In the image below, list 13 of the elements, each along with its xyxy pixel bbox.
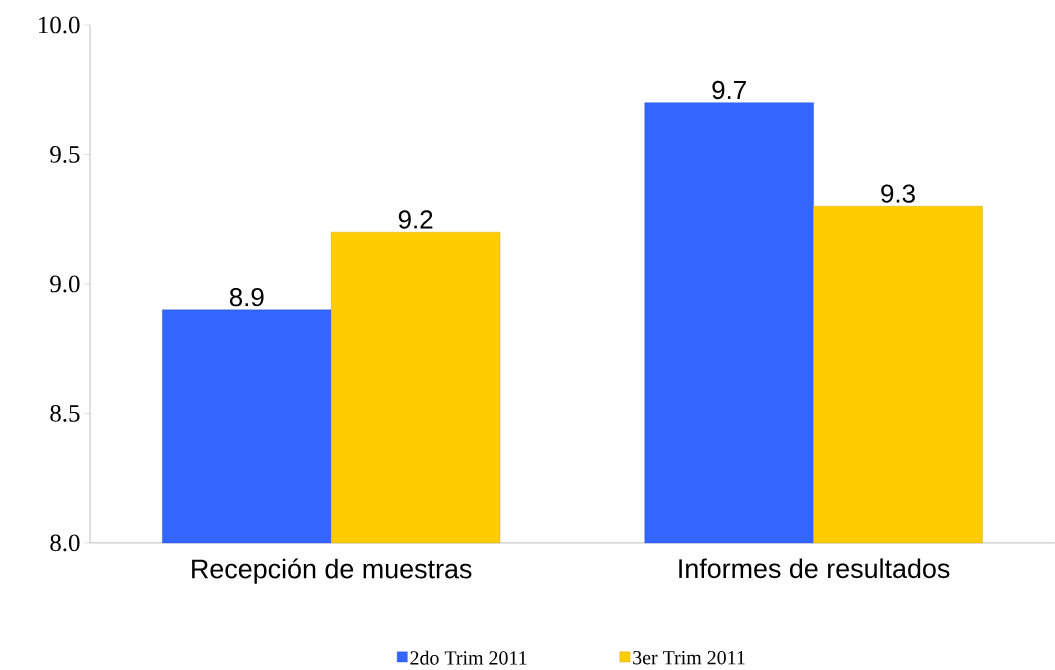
legend-label: 2do Trim 2011 bbox=[410, 650, 527, 665]
data-label: 9.2 bbox=[398, 210, 433, 229]
y-tick-label: 8.0 bbox=[50, 534, 80, 552]
legend-label: 3er Trim 2011 bbox=[633, 650, 745, 665]
x-tick-label: Recepción de muestras bbox=[192, 558, 472, 584]
y-tick-label: 10.0 bbox=[39, 16, 80, 34]
data-label: 9.3 bbox=[881, 184, 915, 203]
y-tick-label: 8.5 bbox=[50, 404, 80, 422]
data-label: 8.9 bbox=[229, 287, 264, 307]
data-label: 9.7 bbox=[712, 80, 746, 100]
y-tick-label: 9.0 bbox=[50, 275, 80, 293]
y-tick-label: 9.5 bbox=[50, 146, 80, 163]
x-tick-label: Informes de resultados bbox=[679, 558, 950, 579]
